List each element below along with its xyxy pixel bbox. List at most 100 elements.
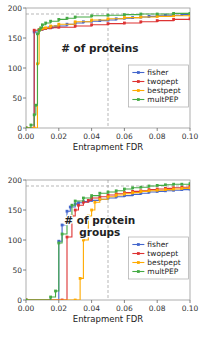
y-tick (23, 270, 26, 271)
legend-swatch (132, 244, 144, 245)
marker (74, 20, 77, 23)
marker (38, 29, 41, 32)
y-tick-label: 150 (8, 206, 23, 215)
y-tick (23, 98, 26, 99)
x-tick (26, 128, 27, 131)
marker (82, 239, 85, 242)
x-tick-label: 0.00 (18, 304, 35, 313)
x-tick-label: 0.00 (18, 132, 35, 141)
x-tick (190, 300, 191, 303)
marker (61, 224, 64, 227)
plot-frame (26, 180, 190, 300)
legend: fishertwopeptbestpeptmultPEP (128, 237, 188, 279)
y-tick (23, 128, 26, 129)
marker (123, 16, 126, 19)
series-line (26, 186, 190, 300)
marker (26, 299, 27, 300)
legend-swatch (132, 262, 144, 263)
plot-frame (26, 8, 190, 128)
marker (74, 299, 77, 300)
legend-swatch (132, 271, 144, 272)
x-tick-label: 0.10 (182, 304, 199, 313)
marker (123, 22, 126, 25)
y-tick (23, 68, 26, 69)
x-axis-label: Entrapment FDR (73, 314, 144, 324)
y-tick (23, 180, 26, 181)
marker (131, 186, 134, 189)
marker (172, 188, 175, 191)
marker (79, 277, 82, 280)
y-tick-label: 150 (8, 34, 23, 43)
marker (38, 29, 41, 32)
marker (156, 19, 159, 22)
x-tick-label: 0.08 (149, 132, 166, 141)
marker (123, 13, 126, 16)
x-axis-label: Entrapment FDR (73, 142, 144, 152)
legend-swatch (132, 99, 144, 100)
marker (26, 127, 27, 128)
x-tick-label: 0.02 (50, 304, 67, 313)
marker (30, 124, 33, 127)
y-tick-label: 200 (8, 176, 23, 185)
title-line: groups (79, 226, 120, 238)
marker (33, 29, 36, 32)
title-line: # of proteins (61, 42, 138, 54)
marker (44, 22, 47, 25)
legend-marker (137, 98, 140, 101)
x-tick (157, 300, 158, 303)
legend-swatch (132, 90, 144, 91)
series-line (26, 19, 190, 128)
marker (87, 199, 90, 202)
y-tick (23, 300, 26, 301)
marker (66, 236, 69, 239)
x-tick-label: 0.04 (83, 132, 100, 141)
marker (172, 14, 175, 17)
marker (139, 13, 142, 16)
y-tick (23, 240, 26, 241)
marker (98, 198, 101, 201)
panel: 0.000.020.040.060.080.10050100150200Entr… (8, 176, 199, 324)
legend-box (128, 65, 188, 107)
marker (107, 191, 110, 194)
marker (74, 16, 77, 19)
marker (66, 210, 69, 213)
legend-marker (137, 243, 140, 246)
marker (189, 186, 190, 189)
legend-label: bestpept (147, 258, 180, 267)
marker (44, 26, 47, 29)
reference-line (108, 180, 109, 300)
legend-swatch (132, 81, 144, 82)
marker (26, 299, 27, 300)
marker (26, 127, 27, 128)
marker (156, 13, 159, 16)
legend-marker (137, 89, 140, 92)
marker (41, 23, 44, 26)
marker (36, 32, 39, 35)
marker (77, 204, 80, 207)
marker (172, 183, 175, 186)
marker (156, 189, 159, 192)
x-tick (157, 128, 158, 131)
marker (107, 195, 110, 198)
legend-box (128, 237, 188, 279)
series-line (26, 13, 190, 128)
marker (156, 184, 159, 187)
marker (139, 16, 142, 19)
marker (26, 299, 27, 300)
x-tick-label: 0.08 (149, 304, 166, 313)
x-tick-label: 0.06 (116, 304, 133, 313)
series-line (26, 14, 190, 128)
marker (107, 17, 110, 20)
marker (148, 189, 151, 192)
marker (33, 127, 36, 128)
marker (180, 183, 183, 186)
x-tick (91, 300, 92, 303)
marker (189, 12, 190, 15)
marker (74, 25, 77, 28)
marker (57, 18, 60, 21)
marker (33, 113, 36, 116)
marker (98, 192, 101, 195)
y-tick (23, 210, 26, 211)
marker (26, 127, 27, 128)
x-tick-label: 0.02 (50, 132, 67, 141)
